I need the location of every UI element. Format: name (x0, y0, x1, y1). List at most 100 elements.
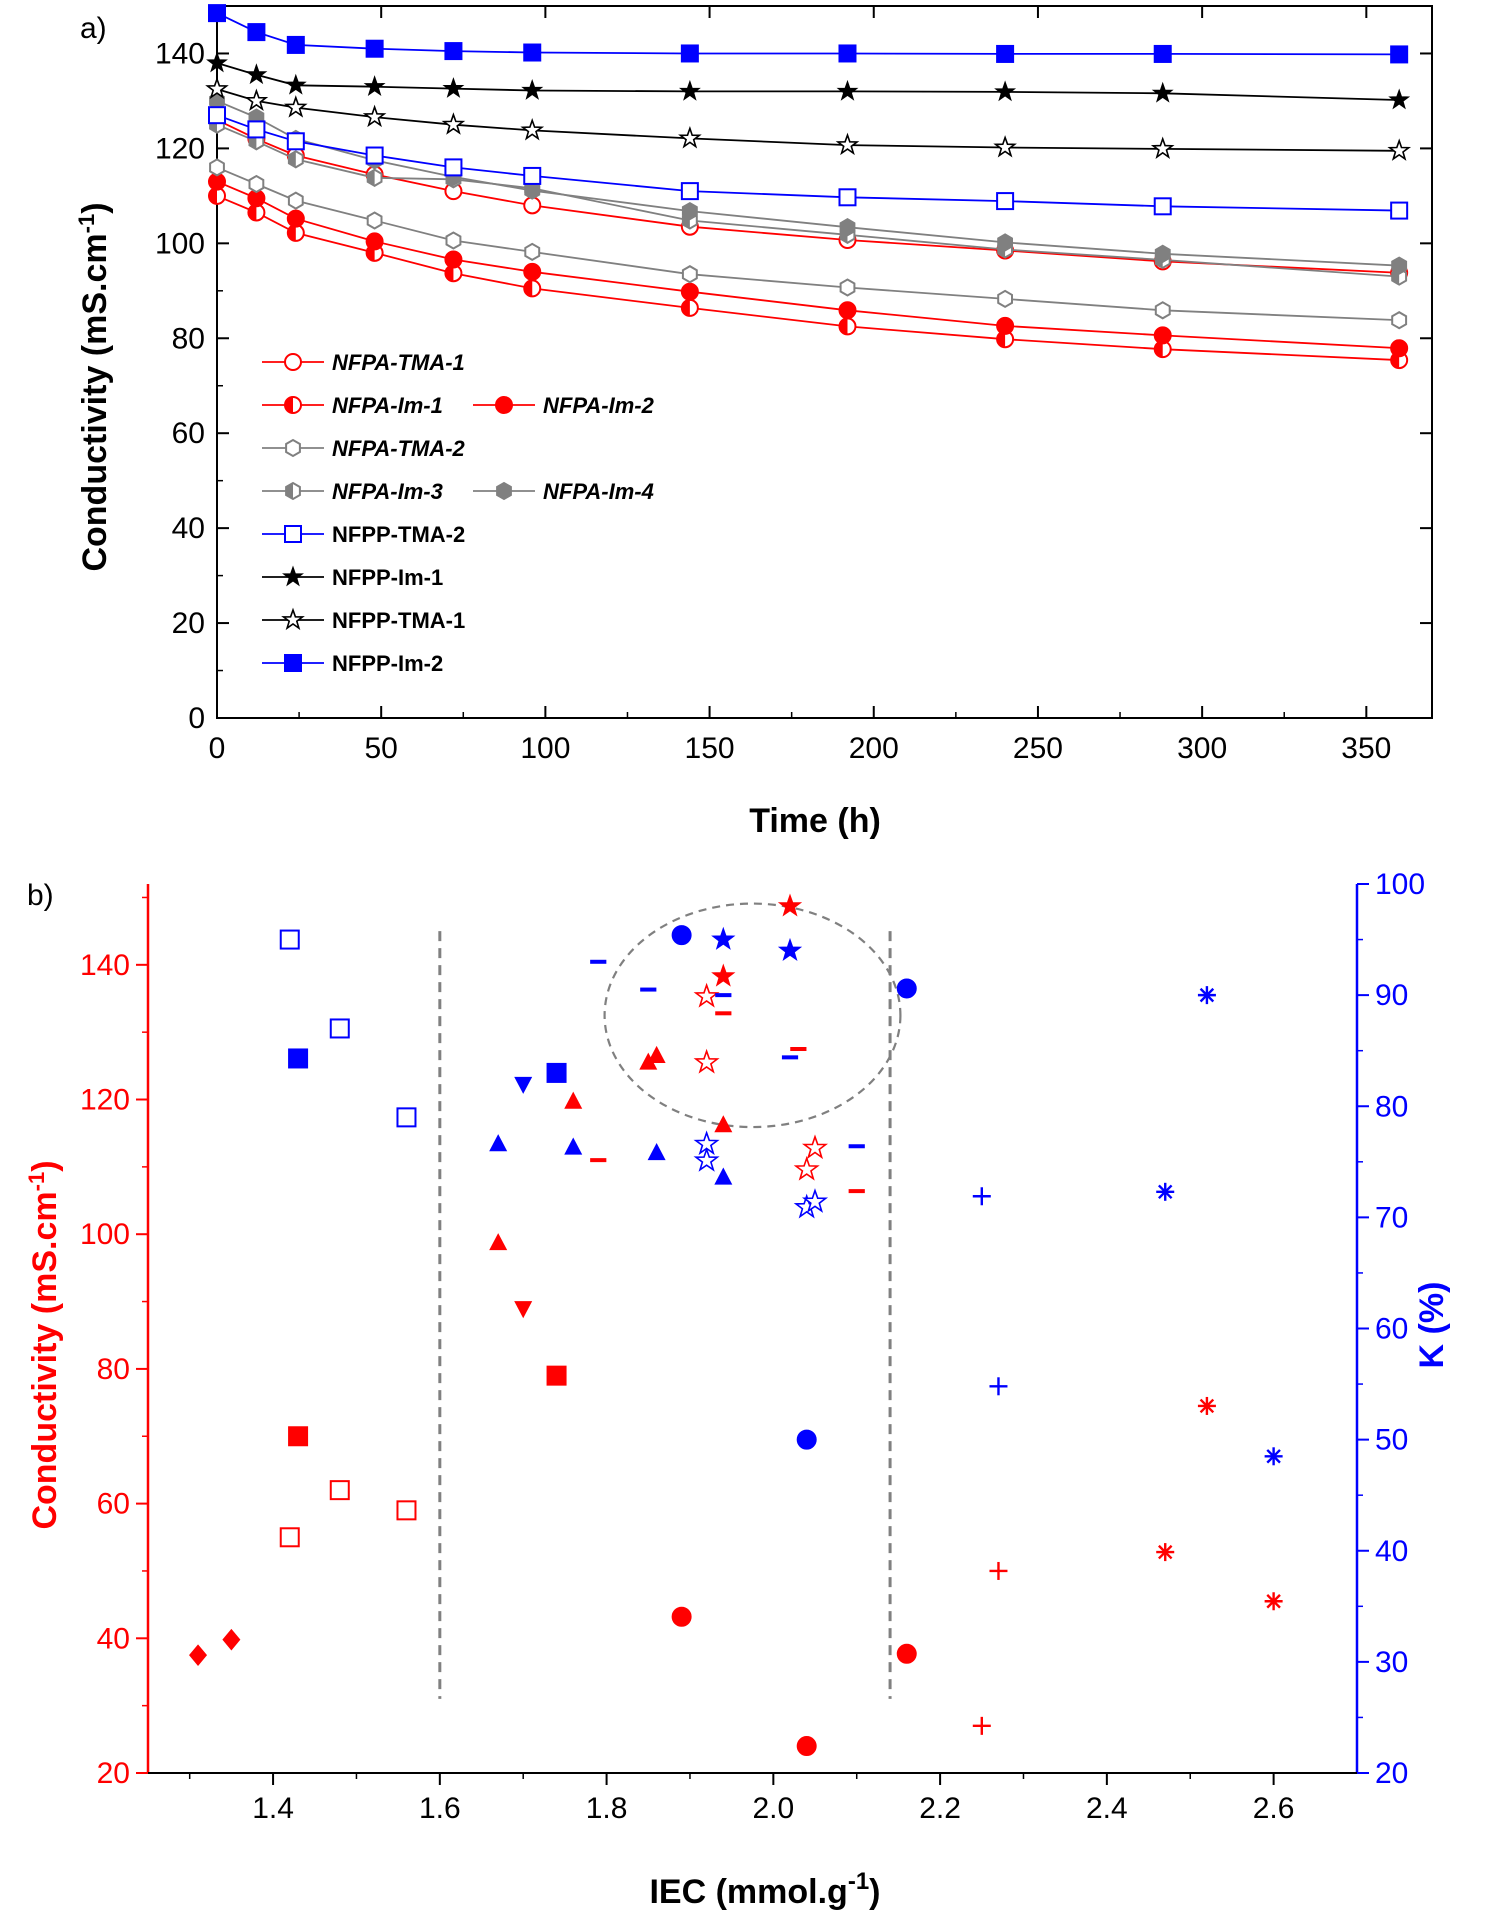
panel-a-x-tick-label: 0 (209, 732, 226, 765)
panel-b-left-tick-label: 60 (97, 1488, 130, 1521)
data-point-NFPA-Im-4 (524, 181, 541, 200)
k-point (693, 1147, 720, 1172)
conductivity-point (647, 1045, 666, 1063)
conductivity-point (896, 1643, 917, 1664)
legend-entry: NFPA-Im-1 (262, 393, 443, 418)
conductivity-point (777, 893, 803, 917)
panel-b-right-tick-label: 90 (1375, 979, 1408, 1012)
k-point (590, 959, 607, 964)
panel-a-y-tick-label: 120 (155, 132, 205, 165)
conductivity-point (796, 1736, 817, 1757)
data-point-NFPP-TMA-2 (444, 158, 463, 177)
panel-b-x-tick-label: 2.0 (752, 1792, 794, 1825)
conductivity-point (801, 1134, 829, 1160)
data-point-NFPP-Im-1 (836, 79, 859, 101)
legend-marker (285, 438, 301, 458)
data-point-NFPP-Im-1 (1388, 88, 1411, 110)
conductivity-point (693, 1048, 720, 1074)
legend-marker (496, 481, 512, 501)
data-point-NFPA-TMA-2 (524, 242, 541, 262)
legend-marker (495, 396, 513, 414)
legend-label: NFPA-Im-4 (543, 479, 654, 504)
k-point (972, 1187, 991, 1206)
conductivity-point (671, 1606, 692, 1627)
data-point-NFPA-Im-3 (287, 150, 304, 169)
panel-b-x-tick-label: 1.8 (586, 1792, 628, 1825)
series-NFPA-Im-1 (208, 186, 1409, 370)
data-point-NFPA-TMA-2 (287, 191, 304, 210)
series-NFPP-Im-1 (206, 51, 1411, 110)
data-point-NFPP-Im-2 (365, 39, 384, 58)
k-point (1156, 1182, 1175, 1201)
series-NFPP-TMA-1 (205, 76, 1412, 161)
conductivity-point (639, 1052, 658, 1070)
data-point-NFPA-Im-3 (366, 168, 383, 187)
panel-a-y-axis-title: Conductivity (mS.cm-1) (74, 202, 114, 571)
legend-entry: NFPA-TMA-1 (262, 350, 465, 375)
conductivity-point (989, 1561, 1008, 1580)
panel-a: a) 0 50 100 150 200 250 300 350 0 20 40 60 80 100 120 1… (74, 4, 1433, 840)
data-point-NFPP-TMA-2 (247, 120, 266, 139)
data-point-NFPA-Im-2 (286, 209, 305, 228)
legend-label: NFPA-Im-1 (332, 393, 443, 418)
series-line-NFPP-TMA-2 (216, 114, 1400, 212)
legend-label: NFPA-TMA-1 (332, 350, 465, 375)
k-point (288, 1048, 309, 1069)
conductivity-point (489, 1233, 508, 1251)
legend-marker (284, 396, 302, 414)
legend-entry: NFPA-Im-3 (262, 479, 443, 504)
k-point (896, 978, 917, 999)
data-point-NFPP-TMA-1 (993, 135, 1017, 158)
conductivity-point (711, 963, 736, 987)
k-point (848, 1144, 865, 1149)
panel-a-x-tick-label: 50 (365, 732, 398, 765)
data-point-NFPP-Im-2 (996, 44, 1015, 63)
panel-b-left-tick-label: 40 (97, 1622, 130, 1655)
legend-label: NFPP-Im-1 (332, 565, 443, 590)
legend-marker (281, 607, 305, 631)
data-point-NFPA-TMA-2 (681, 265, 698, 284)
panel-b-x-tick-label: 1.6 (419, 1792, 461, 1825)
conductivity-point (222, 1628, 241, 1651)
series-NFPP-TMA-2 (208, 106, 1409, 220)
data-point-NFPP-Im-2 (208, 4, 226, 23)
conductivity-point (396, 1500, 417, 1521)
data-point-NFPA-Im-4 (681, 201, 698, 221)
data-point-NFPP-Im-2 (680, 44, 699, 63)
legend-label: NFPP-TMA-1 (332, 608, 465, 633)
panel-b-right-tick-label: 20 (1375, 1757, 1408, 1790)
panel-a-y-tick-label: 140 (155, 37, 205, 70)
k-point (711, 926, 736, 950)
data-point-NFPA-Im-2 (1390, 339, 1409, 358)
panel-b-right-tick-label: 70 (1375, 1201, 1408, 1234)
data-point-NFPA-Im-4 (1154, 244, 1171, 263)
panel-b-label: b) (27, 879, 54, 912)
data-point-NFPP-TMA-2 (680, 182, 699, 201)
k-point (671, 925, 692, 946)
panel-b-highlight-ellipse (603, 902, 902, 1129)
panel-b-left-tick-label: 80 (97, 1353, 130, 1386)
series-NFPP-Im-2 (208, 4, 1409, 64)
k-point (564, 1137, 583, 1155)
data-point-NFPP-TMA-1 (283, 95, 308, 118)
data-point-NFPA-Im-4 (997, 233, 1013, 252)
conductivity-point (1197, 1396, 1216, 1415)
panel-b-left-tick-label: 20 (97, 1757, 130, 1790)
data-point-NFPA-TMA-2 (445, 231, 462, 250)
k-point (781, 1055, 799, 1060)
legend-entry: NFPP-Im-1 (262, 565, 443, 590)
series-line-NFPP-TMA-1 (216, 88, 1400, 152)
data-point-NFPA-TMA-2 (839, 278, 856, 297)
k-point (514, 1076, 533, 1094)
conductivity-point (793, 1155, 820, 1181)
k-point (777, 937, 803, 962)
data-point-NFPP-TMA-1 (244, 88, 269, 111)
data-point-NFPP-TMA-2 (208, 106, 226, 125)
legend-marker (284, 353, 302, 371)
data-point-NFPP-TMA-2 (1153, 197, 1172, 216)
data-point-NFPA-Im-1 (523, 279, 542, 298)
k-point (1264, 1447, 1283, 1466)
panel-a-series (205, 4, 1412, 370)
